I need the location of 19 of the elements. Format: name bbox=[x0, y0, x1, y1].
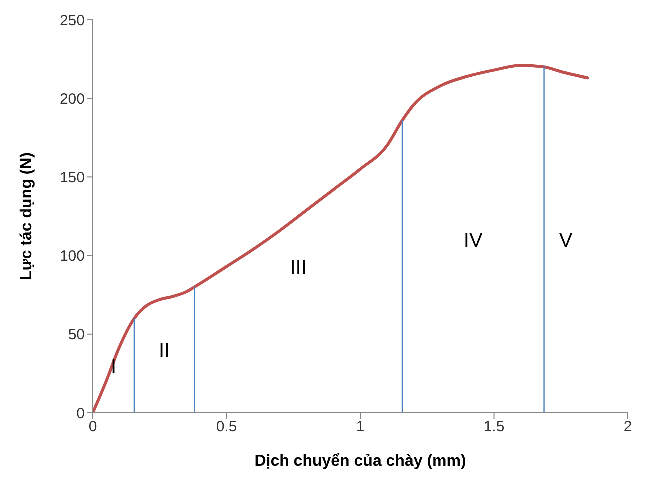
line-series bbox=[93, 64, 590, 413]
y-tick-label: 200 bbox=[60, 90, 85, 108]
x-tick-label: 1 bbox=[356, 418, 365, 436]
x-tick-label: 1.5 bbox=[484, 418, 505, 436]
annotation: III bbox=[290, 256, 307, 279]
y-tick-label: 250 bbox=[60, 12, 85, 30]
y-tick-label: 0 bbox=[76, 405, 85, 422]
y-axis-title: Lực tác dụng (N) bbox=[18, 152, 36, 281]
x-tick-label: 0.5 bbox=[216, 418, 238, 436]
x-tick-label: 2 bbox=[624, 418, 632, 436]
x-tick-label: 0 bbox=[88, 418, 98, 436]
x-axis-title: Dịch chuyển của chày (mm) bbox=[254, 453, 466, 470]
annotation: V bbox=[559, 230, 574, 252]
annotation: I bbox=[110, 356, 117, 378]
y-tick-label: 50 bbox=[68, 326, 85, 344]
y-tick-label: 150 bbox=[60, 170, 85, 187]
annotation: IV bbox=[464, 230, 484, 252]
annotation: II bbox=[158, 340, 170, 362]
y-tick-label: 100 bbox=[60, 248, 85, 266]
